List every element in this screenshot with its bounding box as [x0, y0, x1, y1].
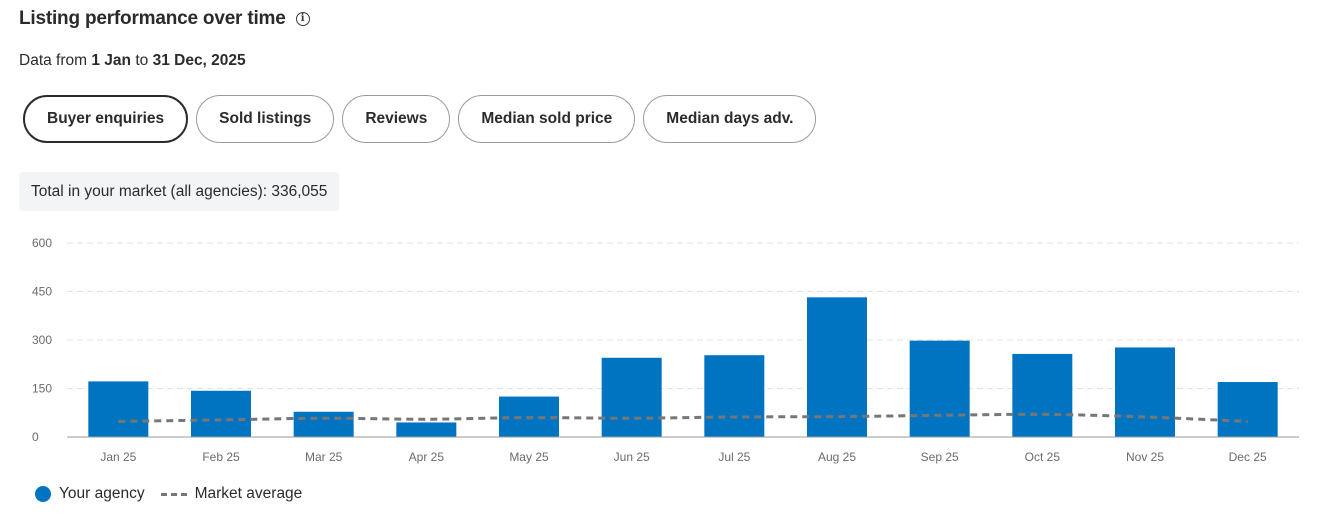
x-tick-label: Jul 25 [718, 450, 750, 464]
chart-header: Listing performance over time i [19, 8, 310, 30]
market-total-badge: Total in your market (all agencies): 336… [19, 172, 340, 211]
legend-market-average: Market average [194, 485, 303, 502]
bar-jul-25 [704, 355, 765, 437]
tab-sold-listings[interactable]: Sold listings [196, 95, 335, 143]
bar-nov-25 [1115, 347, 1175, 437]
date-range-prefix: Data from [19, 52, 88, 69]
bar-aug-25 [807, 297, 867, 437]
market-average-swatch [160, 492, 187, 496]
info-icon[interactable]: i [295, 12, 310, 26]
y-tick-label: 450 [32, 285, 52, 299]
tab-reviews[interactable]: Reviews [342, 95, 451, 143]
date-range: Data from 1 Jan to 31 Dec, 2025 [19, 52, 246, 70]
metric-tabs: Buyer enquiries Sold listings Reviews Me… [23, 95, 817, 143]
x-tick-label: Sep 25 [921, 450, 959, 464]
x-tick-label: Jun 25 [614, 450, 650, 464]
x-tick-label: Jan 25 [100, 450, 136, 464]
tab-median-days-adv[interactable]: Median days adv. [643, 95, 817, 143]
date-range-connector: to [135, 52, 149, 69]
x-tick-label: Apr 25 [409, 450, 445, 464]
y-tick-label: 600 [32, 236, 52, 250]
y-tick-label: 300 [32, 333, 52, 347]
tab-buyer-enquiries[interactable]: Buyer enquiries [23, 95, 189, 143]
bar-mar-25 [293, 411, 354, 437]
bar-jan-25 [88, 381, 149, 437]
date-range-start: 1 Jan [91, 52, 132, 69]
market-average-line [118, 412, 1248, 423]
tab-median-sold-price[interactable]: Median sold price [458, 95, 636, 143]
x-tick-label: May 25 [509, 450, 549, 464]
legend-your-agency: Your agency [59, 485, 145, 502]
x-tick-label: Oct 25 [1025, 450, 1061, 464]
bar-feb-25 [191, 390, 251, 437]
y-tick-label: 0 [32, 430, 39, 444]
x-tick-label: Dec 25 [1229, 450, 1267, 464]
y-tick-label: 150 [32, 382, 52, 396]
bar-chart: 600 450 300 150 0 Jan 25 Feb 25 Mar 25 Apr 25 May… [32, 236, 1299, 464]
bar-dec-25 [1217, 382, 1278, 437]
bar-apr-25 [396, 422, 457, 437]
bar-sep-25 [909, 340, 970, 437]
your-agency-swatch [35, 486, 51, 502]
x-tick-label: Feb 25 [202, 450, 240, 464]
x-tick-label: Mar 25 [305, 450, 343, 464]
x-tick-label: Nov 25 [1126, 450, 1164, 464]
x-tick-label: Aug 25 [818, 450, 856, 464]
page-title: Listing performance over time [19, 8, 286, 29]
date-range-end: 31 Dec, 2025 [152, 52, 246, 69]
bar-jun-25 [601, 357, 662, 437]
bar-oct-25 [1012, 353, 1073, 437]
chart-legend: Your agency Market average [35, 485, 302, 503]
